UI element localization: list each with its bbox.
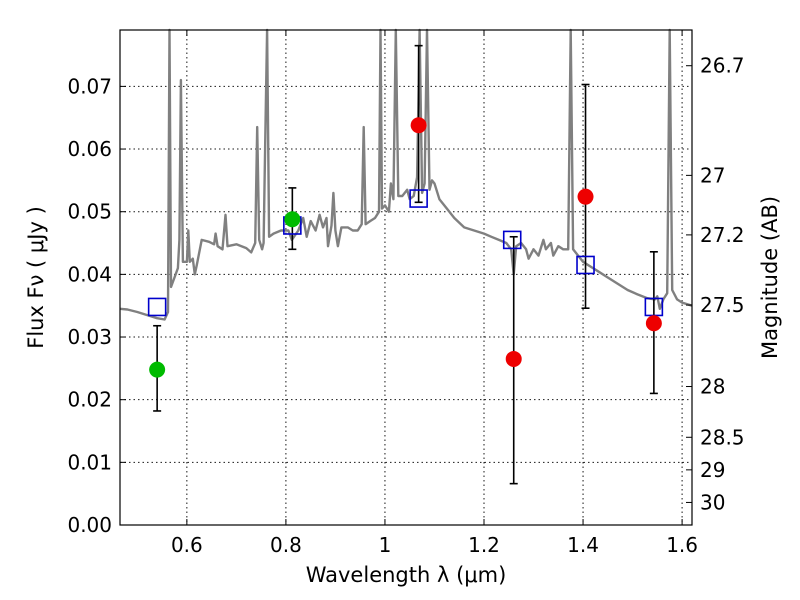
right-tick-label: 26.7 <box>700 54 745 78</box>
spectrum-line <box>119 28 693 321</box>
detection-series <box>149 117 662 378</box>
right-tick-label: 30 <box>700 490 725 514</box>
data-point <box>577 188 594 205</box>
data-point <box>505 350 522 367</box>
right-tick-label: 28 <box>700 375 725 399</box>
x-tick-label: 1.4 <box>567 533 599 557</box>
y-tick-label: 0.07 <box>67 74 112 98</box>
x-tick-label: 0.6 <box>171 533 203 557</box>
y-tick-label: 0.04 <box>67 262 112 286</box>
y-tick-label: 0.01 <box>67 450 112 474</box>
grid <box>120 30 692 525</box>
x-tick-label: 1.2 <box>468 533 500 557</box>
model-square <box>147 297 167 317</box>
data-point <box>149 361 166 378</box>
x-axis-label: Wavelength λ (μm) <box>306 563 507 587</box>
x-tick-label: 1.6 <box>666 533 698 557</box>
y-axis-right: 26.7 27 27.2 27.5 28 28.5 29 30 <box>686 54 745 514</box>
y-axis-label: Flux Fν ( μJy ) <box>24 206 48 349</box>
x-tick-label: 0.8 <box>270 533 302 557</box>
right-tick-label: 28.5 <box>700 425 745 449</box>
model-square <box>576 255 595 275</box>
data-point <box>410 117 427 134</box>
error-bars <box>153 44 658 485</box>
data-point <box>284 211 301 228</box>
model-square <box>502 230 522 250</box>
spectrum-series <box>119 28 693 321</box>
y-tick-label: 0.05 <box>67 200 112 224</box>
right-tick-label: 27 <box>700 163 725 187</box>
x-axis: 0.6 0.8 1 1.2 1.4 1.6 <box>171 30 698 557</box>
y-axis-left: 0.00 0.01 0.02 0.03 0.04 0.05 0.06 0.07 <box>67 74 126 537</box>
y-tick-label: 0.00 <box>67 513 112 537</box>
right-tick-label: 27.5 <box>700 293 745 317</box>
y-tick-label: 0.06 <box>67 137 112 161</box>
data-point <box>645 315 662 332</box>
y-axis-right-label: Magnitude (AB) <box>758 196 782 359</box>
model-square <box>409 189 428 208</box>
right-tick-label: 29 <box>700 458 725 482</box>
y-tick-label: 0.02 <box>67 388 112 412</box>
right-tick-label: 27.2 <box>700 223 745 247</box>
plot-frame <box>119 29 693 526</box>
x-tick-label: 1 <box>379 533 392 557</box>
y-tick-label: 0.03 <box>67 325 112 349</box>
